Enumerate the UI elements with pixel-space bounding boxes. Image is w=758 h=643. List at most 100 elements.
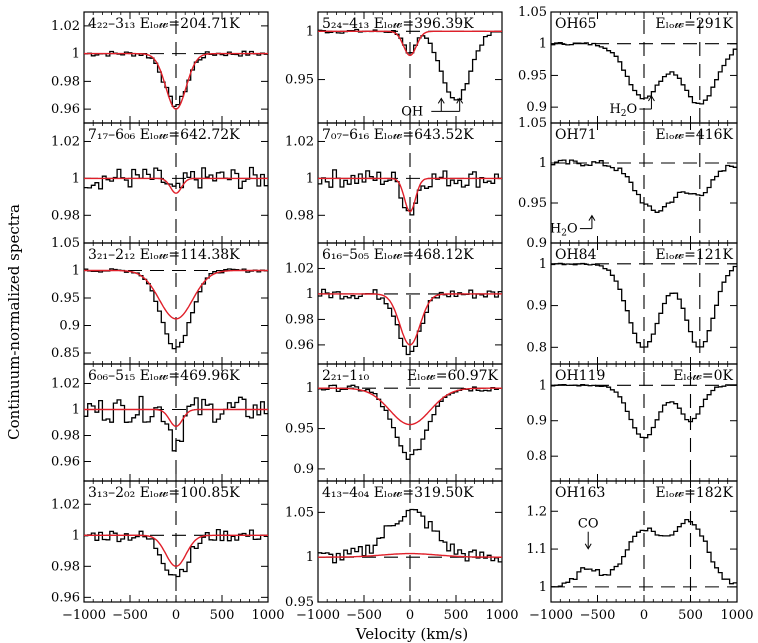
panel-title: 4₁₃–4₀₄ Eₗₒ𝓌=319.50K (322, 485, 474, 501)
panel-title: OH84 (555, 247, 597, 263)
y-tick-label: 1.02 (285, 134, 314, 149)
y-tick-label: 1 (539, 378, 547, 393)
y-tick-label: 1.2 (526, 504, 547, 519)
model-fit-curve (84, 177, 268, 194)
annotation-label: CO (578, 517, 599, 532)
panel-p-oh84: 0.8 0.9 1 OH84 Eₗₒ𝓌=121K (526, 242, 738, 365)
panel-elow: Eₗₒ𝓌=0K (673, 368, 733, 384)
x-tick-label: −500 (580, 608, 616, 623)
panel-p-422: 0.96 0.98 1 1.02 4₂₂–3₁₃ Eₗₒ𝓌=204.71K (51, 11, 269, 124)
spectrum-histogram (84, 166, 268, 190)
x-tick-label: 0 (406, 608, 414, 623)
x-tick-label: 1000 (485, 608, 518, 623)
panel-title: 5₂₄–4₁₃ Eₗₒ𝓌=396.39K (322, 16, 474, 32)
panel-elow: Eₗₒ𝓌=60.97K (407, 368, 499, 384)
model-fit-curve (84, 52, 268, 110)
panel-p-oh71: 0.9 0.95 1 1.05 OH71 Eₗₒ𝓌=416K H2O (518, 116, 738, 251)
y-tick-label: 0.9 (293, 462, 314, 477)
panel-p-313: 0.96 0.98 1 1.02 3₁₃–2₀₂ Eₗₒ𝓌=100.85K −1000 −5… (51, 480, 285, 623)
x-tick-label: −500 (112, 608, 148, 623)
x-tick-label: 500 (678, 608, 703, 623)
x-axis-label: Velocity (km/s) (355, 625, 468, 643)
annotation-arrowhead (588, 214, 596, 221)
panel-grid: 0.96 0.98 1 1.02 4₂₂–3₁₃ Eₗₒ𝓌=204.71K 0.95 1 5₂… (51, 5, 754, 623)
panel-p-oh163: 1 1.1 1.2 OH163 Eₗₒ𝓌=182K CO −1000 −500 0 500 1000 (526, 480, 754, 623)
spectrum-histogram (84, 528, 268, 578)
panel-title: 7₁₇–6₀₆ Eₗₒ𝓌=642.72K (88, 127, 240, 143)
spectrum-histogram (551, 383, 737, 439)
annotation-label: H2O (550, 222, 578, 239)
panel-p-707: 0.98 1 1.02 7₀₇–6₁₆ Eₗₒ𝓌=643.52K (285, 122, 503, 244)
y-tick-label: 0.95 (285, 422, 314, 437)
y-tick-label: 0.9 (526, 100, 547, 115)
y-tick-label: 0.96 (285, 338, 314, 353)
y-tick-label: 0.98 (51, 74, 80, 89)
panel-title: 4₂₂–3₁₃ Eₗₒ𝓌=204.71K (88, 16, 240, 32)
x-tick-label: −500 (346, 608, 382, 623)
spectrum-histogram (551, 518, 737, 588)
y-tick-label: 1.02 (285, 261, 314, 276)
y-tick-label: 0.9 (526, 414, 547, 429)
panel-p-413: 0.95 1 1.05 4₁₃–4₀₄ Eₗₒ𝓌=319.50K −1000 −500 0 5… (285, 480, 519, 623)
y-tick-label: 1 (539, 257, 547, 272)
y-tick-label: 0.85 (51, 346, 80, 361)
model-fit-curve (318, 387, 502, 426)
panel-p-717: 0.98 1 1.02 7₁₇–6₀₆ Eₗₒ𝓌=642.72K (51, 122, 269, 244)
panel-p-616: 0.96 0.98 1 1.02 6₁₆–5₀₅ Eₗₒ𝓌=468.12K (285, 242, 503, 365)
spectrum-histogram (551, 262, 737, 348)
y-tick-label: 0.9 (526, 299, 547, 314)
panel-p-221: 0.9 0.95 1 2₂₁–1₁₀ Eₗₒ𝓌=60.97K (285, 363, 503, 482)
x-tick-label: 500 (210, 608, 235, 623)
y-tick-label: 1.02 (51, 497, 80, 512)
spectrum-histogram (551, 159, 737, 213)
y-tick-label: 1 (539, 156, 547, 171)
model-fit-curve (84, 269, 268, 320)
y-tick-label: 0.95 (51, 291, 80, 306)
y-tick-label: 1 (306, 24, 314, 39)
y-tick-label: 0.8 (526, 340, 547, 355)
y-tick-label: 0.95 (285, 595, 314, 610)
annotation-arrowhead (437, 97, 445, 104)
x-tick-label: −1000 (62, 608, 106, 623)
panel-title: OH163 (555, 485, 605, 501)
model-fit-curve (318, 552, 502, 558)
model-fit-curve (84, 408, 268, 428)
panel-elow: Eₗₒ𝓌=416K (655, 127, 733, 143)
y-tick-label: 0.98 (285, 208, 314, 223)
panel-title: 7₀₇–6₁₆ Eₗₒ𝓌=643.52K (322, 127, 474, 143)
y-tick-label: 1.05 (285, 505, 314, 520)
panel-title: 2₂₁–1₁₀ (322, 368, 370, 384)
y-tick-label: 1.1 (526, 542, 547, 557)
model-fit-curve (84, 534, 268, 568)
y-tick-label: 1 (306, 287, 314, 302)
model-fit-curve (318, 293, 502, 346)
spectrum-histogram (318, 288, 502, 356)
panel-title: OH65 (555, 16, 597, 32)
y-tick-label: 0.8 (526, 449, 547, 464)
spectrum-histogram (318, 384, 502, 460)
y-tick-label: 1 (539, 37, 547, 52)
y-tick-label: 1 (539, 580, 547, 595)
y-tick-label: 0.98 (285, 312, 314, 327)
panel-elow: Eₗₒ𝓌=121K (655, 247, 733, 263)
panel-title: OH71 (555, 127, 597, 143)
model-fit-curve (318, 177, 502, 213)
y-tick-label: 0.9 (526, 236, 547, 251)
y-tick-label: 0.95 (518, 68, 547, 83)
spectrum-histogram (551, 42, 737, 105)
y-tick-label: 1.02 (51, 377, 80, 392)
annotation-arrowhead (648, 95, 655, 102)
y-tick-label: 0.96 (51, 102, 80, 117)
y-tick-label: 0.98 (51, 559, 80, 574)
panel-p-524: 0.95 1 5₂₄–4₁₃ Eₗₒ𝓌=396.39K OH (285, 11, 503, 124)
panel-elow: Eₗₒ𝓌=182K (655, 485, 733, 501)
y-tick-label: 0.95 (518, 196, 547, 211)
y-tick-label: 1 (72, 264, 80, 279)
y-tick-label: 1 (72, 47, 80, 62)
y-tick-label: 0.9 (59, 319, 80, 334)
y-tick-label: 1.02 (51, 19, 80, 34)
y-tick-label: 0.96 (51, 590, 80, 605)
annotation-label: H2O (609, 102, 637, 119)
x-tick-label: 500 (444, 608, 469, 623)
